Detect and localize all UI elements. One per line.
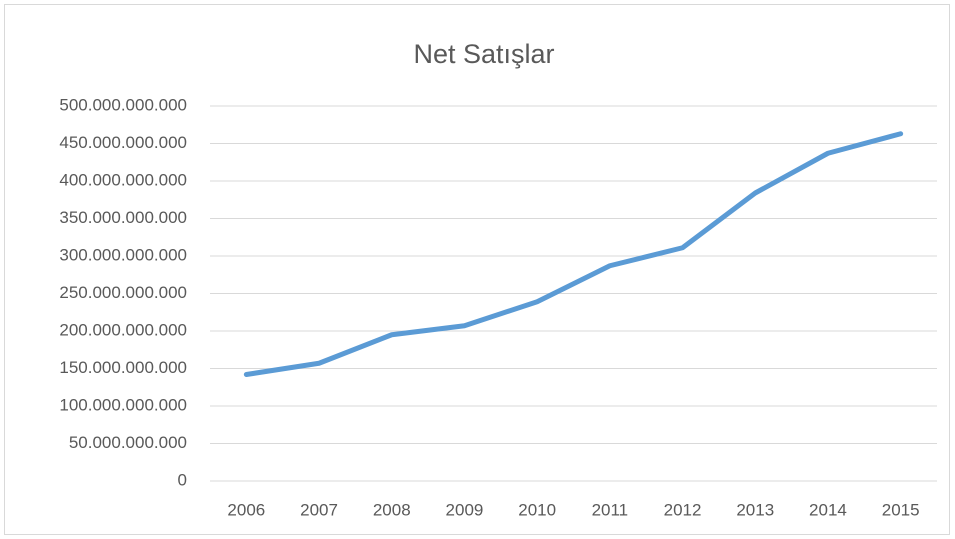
x-tick-label: 2008 (373, 500, 411, 519)
y-tick-label: 500.000.000.000 (59, 95, 187, 114)
y-tick-label: 300.000.000.000 (59, 245, 187, 264)
x-tick-label: 2012 (664, 500, 702, 519)
x-tick-label: 2013 (736, 500, 774, 519)
y-tick-label: 400.000.000.000 (59, 170, 187, 189)
chart-frame (4, 4, 950, 535)
series-line (243, 131, 904, 377)
y-tick-label: 0 (178, 470, 187, 489)
y-tick-label: 50.000.000.000 (69, 433, 187, 452)
y-tick-label: 150.000.000.000 (59, 358, 187, 377)
y-tick-label: 100.000.000.000 (59, 395, 187, 414)
x-tick-label: 2009 (446, 500, 484, 519)
chart-title: Net Satışlar (413, 39, 554, 69)
y-tick-label: 250.000.000.000 (59, 283, 187, 302)
x-tick-label: 2006 (227, 500, 265, 519)
x-tick-label: 2007 (300, 500, 338, 519)
y-tick-label: 200.000.000.000 (59, 320, 187, 339)
y-tick-label: 450.000.000.000 (59, 133, 187, 152)
x-tick-label: 2015 (882, 500, 920, 519)
x-tick-label: 2014 (809, 500, 847, 519)
x-tick-label: 2011 (592, 500, 629, 519)
y-tick-label: 350.000.000.000 (59, 208, 187, 227)
x-tick-label: 2010 (518, 500, 556, 519)
